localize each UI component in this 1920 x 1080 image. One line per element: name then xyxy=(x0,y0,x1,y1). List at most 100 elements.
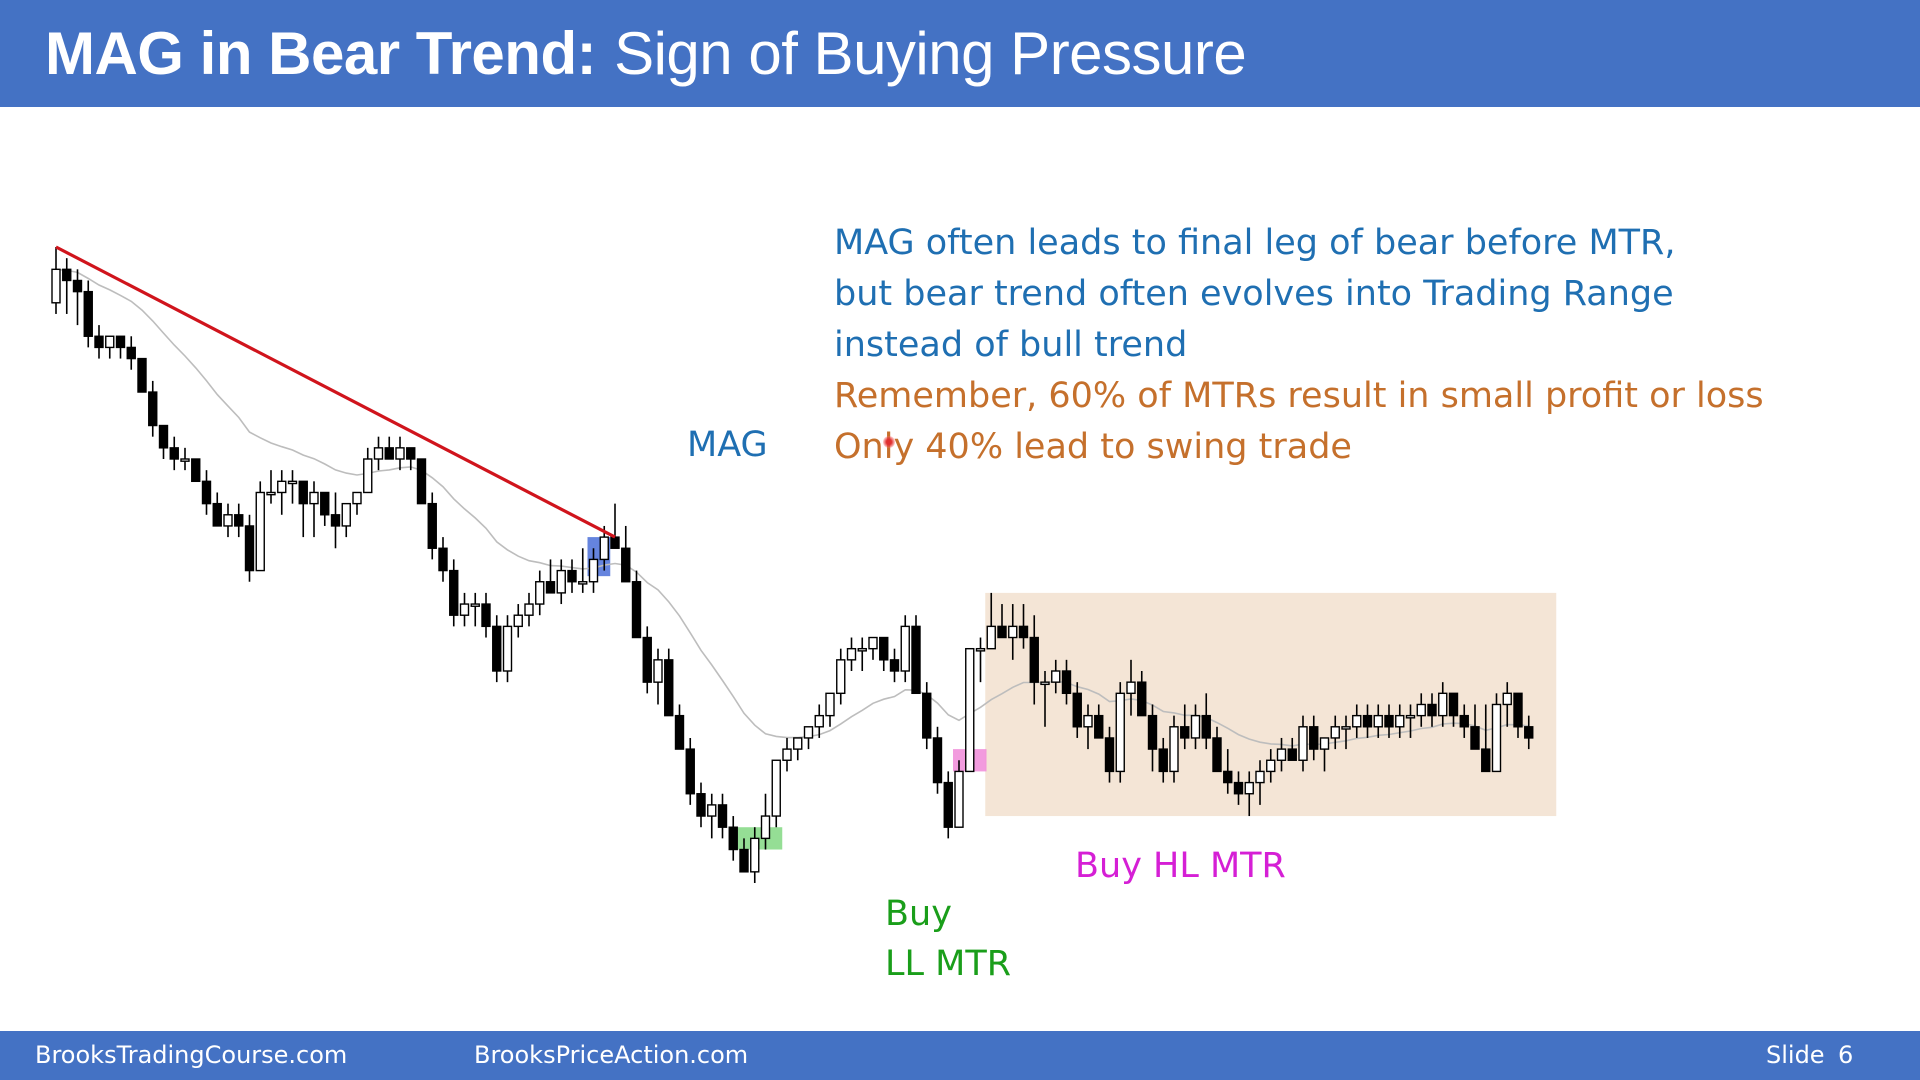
candle xyxy=(1061,659,1072,705)
bull-candle-body xyxy=(1008,625,1018,639)
candle xyxy=(105,335,115,359)
bull-candle-body xyxy=(653,659,663,683)
candle xyxy=(180,447,190,471)
bull-candle-body xyxy=(395,447,405,460)
bear-candle-body xyxy=(126,346,136,360)
title-bar: MAG in Bear Trend: Sign of Buying Pressu… xyxy=(0,0,1920,107)
bear-candle-body xyxy=(492,625,502,672)
bull-candle-body xyxy=(1051,670,1061,683)
bear-candle-body xyxy=(739,848,749,873)
candle xyxy=(449,559,459,627)
candle xyxy=(524,592,534,627)
candle xyxy=(1115,682,1125,783)
note-line-1: MAG often leads to final leg of bear bef… xyxy=(834,223,1676,263)
candle xyxy=(395,436,405,471)
bull-candle-body xyxy=(1405,714,1416,719)
bear-candle-body xyxy=(406,447,416,460)
bear-candle-body xyxy=(728,826,738,851)
bull-candle-body xyxy=(857,647,867,652)
bear-candle-body xyxy=(1072,692,1082,728)
candle xyxy=(1104,726,1115,783)
bull-candle-body xyxy=(341,502,351,527)
candle xyxy=(492,615,502,683)
candle xyxy=(255,481,265,572)
bear-candle-body xyxy=(997,625,1007,639)
candle xyxy=(1266,749,1276,783)
bull-candle-body xyxy=(352,491,362,505)
candle xyxy=(1255,760,1265,805)
candle xyxy=(1438,682,1448,727)
footer-slide-number: 6 xyxy=(1838,1041,1854,1069)
candle xyxy=(1029,615,1039,705)
bull-candle-body xyxy=(846,647,857,661)
bull-candle-body xyxy=(502,625,513,672)
bear-candle-body xyxy=(83,290,93,337)
candle xyxy=(62,258,72,314)
candle xyxy=(750,827,760,883)
bull-candle-body xyxy=(373,447,384,460)
bear-candle-body xyxy=(1201,714,1211,739)
candle xyxy=(739,838,749,873)
bear-candle-body xyxy=(94,335,104,349)
bear-candle-body xyxy=(631,581,642,639)
bear-candle-body xyxy=(384,447,394,460)
bull-candle-body xyxy=(1040,681,1050,686)
candle xyxy=(911,615,921,695)
candle xyxy=(567,559,577,593)
candle xyxy=(72,269,83,326)
candle xyxy=(997,604,1007,639)
bull-candle-body xyxy=(51,268,61,304)
bear-trendline xyxy=(55,245,616,539)
candle xyxy=(1169,715,1179,783)
candle xyxy=(459,592,470,627)
bull-candle-body xyxy=(1373,714,1383,728)
bear-candle-body xyxy=(481,603,491,628)
bear-candle-body xyxy=(62,268,72,282)
candle xyxy=(201,470,212,515)
candle xyxy=(857,637,867,671)
bull-candle-body xyxy=(760,815,771,840)
candle xyxy=(621,525,631,583)
bear-candle-body xyxy=(1223,770,1233,784)
candle xyxy=(1427,693,1437,727)
candle xyxy=(223,503,233,538)
candle xyxy=(1276,737,1287,772)
bull-candle-body xyxy=(266,491,276,496)
bull-candle-body xyxy=(986,625,996,650)
bull-candle-body xyxy=(277,480,287,494)
candle xyxy=(427,492,437,560)
bull-candle-body xyxy=(1244,781,1254,795)
bear-candle-body xyxy=(169,447,179,460)
bear-candle-body xyxy=(212,502,222,527)
candle xyxy=(717,793,728,839)
candle xyxy=(825,692,835,727)
title-bold: MAG in Bear Trend: xyxy=(45,20,597,87)
label-buy: Buy xyxy=(885,894,952,934)
candle xyxy=(1330,715,1340,750)
bull-candle-body xyxy=(535,581,545,605)
bear-candle-body xyxy=(1427,703,1437,717)
candle xyxy=(1416,693,1426,727)
candle xyxy=(309,481,319,538)
candle xyxy=(137,357,147,393)
bull-candle-body xyxy=(814,714,824,728)
bear-candle-body xyxy=(610,536,620,549)
candle xyxy=(1180,704,1190,750)
bear-candle-body xyxy=(664,659,674,717)
bear-candle-body xyxy=(1094,714,1104,739)
bull-candle-body xyxy=(578,581,588,585)
bear-candle-body xyxy=(438,547,448,572)
bull-candle-body xyxy=(588,558,599,583)
candle xyxy=(1072,682,1082,738)
candle xyxy=(1362,704,1373,738)
bull-candle-body xyxy=(524,603,534,616)
bear-candle-body xyxy=(1137,681,1147,717)
candle xyxy=(1040,671,1050,727)
bull-candle-body xyxy=(1502,692,1512,706)
candle xyxy=(1352,704,1362,738)
ema-line xyxy=(55,268,1529,747)
candle xyxy=(1470,704,1480,750)
pointer-dot xyxy=(883,436,895,448)
candle xyxy=(330,492,341,549)
label-ll-mtr: LL MTR xyxy=(885,944,1012,984)
